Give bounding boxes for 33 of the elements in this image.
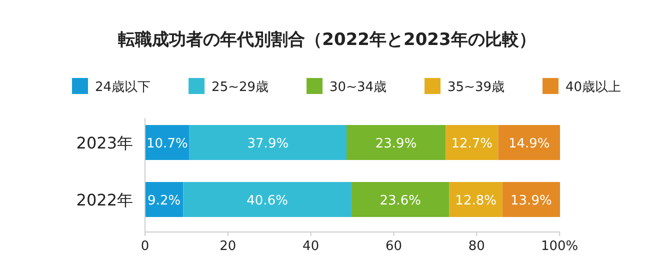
bar xyxy=(351,182,450,217)
x-tick-label: 40 xyxy=(302,239,320,254)
legend-label: 30~34歳 xyxy=(330,80,387,95)
bar xyxy=(346,125,446,160)
data-label: 10.7% xyxy=(146,136,188,152)
bar xyxy=(498,125,560,160)
data-label: 9.2% xyxy=(148,194,181,208)
data-label: 37.9% xyxy=(247,136,289,152)
bar xyxy=(145,125,190,160)
data-label: 14.9% xyxy=(508,136,550,152)
bar xyxy=(502,182,560,217)
chart-title: 転職成功者の年代別割合（2022年と2023年の比較） xyxy=(117,30,536,50)
data-label: 12.8% xyxy=(455,194,496,208)
x-tick-label: 60 xyxy=(385,239,402,254)
bar xyxy=(446,125,498,160)
data-label: 13.9% xyxy=(510,194,552,208)
data-label: 23.9% xyxy=(375,136,417,152)
x-tick-label: 100% xyxy=(541,239,578,254)
legend-label: 40歳以上 xyxy=(566,80,622,95)
bar xyxy=(449,182,502,217)
y-tick-label: 2022年 xyxy=(76,190,133,210)
legend-label: 25~29歳 xyxy=(212,80,269,95)
data-label: 23.6% xyxy=(380,194,422,208)
bar xyxy=(189,125,346,160)
data-label: 40.6% xyxy=(246,194,288,208)
legend-label: 35~39歳 xyxy=(448,80,504,95)
x-tick-label: 20 xyxy=(220,239,236,254)
x-tick-label: 80 xyxy=(468,239,485,254)
bar xyxy=(183,182,352,217)
legend-label: 24歳以下 xyxy=(95,80,151,95)
y-tick-label: 2023年 xyxy=(76,134,133,152)
x-tick-label: 0 xyxy=(140,239,150,254)
data-label: 12.7% xyxy=(451,136,493,152)
